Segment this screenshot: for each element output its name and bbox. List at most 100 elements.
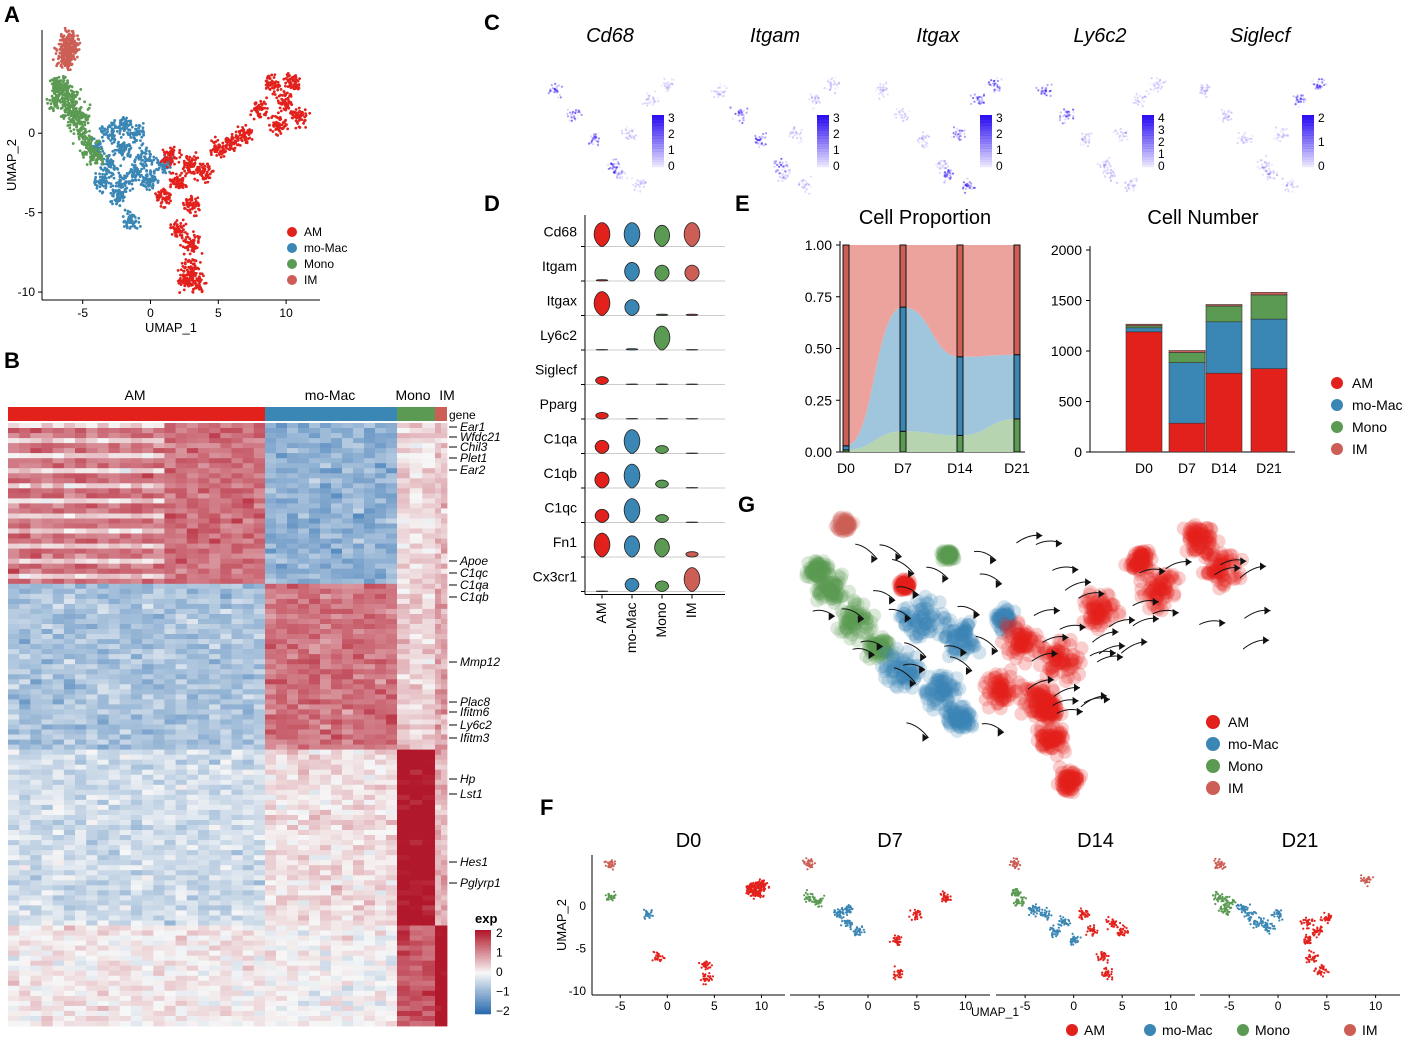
heatmap-cell [30, 508, 42, 514]
heatmap-cell [97, 538, 109, 544]
heatmap-cell [119, 614, 132, 620]
heatmap-cell [63, 684, 76, 690]
heatmap-cell [175, 493, 188, 499]
heatmap-cell [209, 523, 221, 529]
heatmap-cell [130, 558, 143, 565]
heatmap-cell [153, 473, 165, 479]
heatmap-cell [119, 578, 132, 585]
heatmap-cell [441, 513, 448, 519]
cell-point [181, 185, 184, 189]
cell-point [148, 149, 151, 153]
cell-point [105, 154, 108, 158]
heatmap-cell [276, 548, 288, 554]
heatmap-cell [8, 438, 20, 444]
cell-point [293, 84, 297, 88]
cell-point [137, 178, 141, 182]
cell-point [69, 129, 73, 133]
heatmap-cell [435, 583, 442, 590]
heatmap-cell [30, 593, 42, 600]
cell-point [93, 151, 97, 155]
cell-point [268, 87, 271, 91]
heatmap-cell [242, 669, 255, 675]
heatmap-cell [435, 503, 442, 509]
heatmap-cell [287, 523, 299, 529]
heatmap-cell [97, 629, 109, 635]
heatmap-cell [19, 448, 31, 454]
heatmap-cell [375, 568, 387, 575]
heatmap-cell [198, 513, 210, 519]
heatmap-cell [164, 689, 176, 695]
heatmap-cell [386, 694, 398, 700]
heatmap-cell [8, 654, 20, 660]
cell-point [170, 232, 174, 236]
cell-point [72, 57, 76, 60]
heatmap-cell [130, 528, 143, 534]
cell-point [77, 48, 81, 51]
heatmap-cell [265, 433, 277, 439]
cell-point [121, 196, 125, 200]
heatmap-cell [19, 619, 31, 625]
heatmap-cell [130, 649, 143, 655]
cell-point [179, 276, 182, 280]
heatmap-cell [198, 664, 210, 670]
heatmap-cell [119, 443, 132, 449]
cell-point [281, 121, 285, 124]
cell-point [70, 112, 73, 115]
heatmap-cell [409, 558, 423, 565]
heatmap-cell [242, 598, 255, 605]
panel-label-b: B [4, 348, 20, 373]
cell-point [118, 143, 121, 147]
cell-point [104, 186, 108, 190]
heatmap-cell [320, 624, 332, 630]
heatmap-cell [342, 624, 354, 630]
heatmap-cell [220, 674, 232, 680]
heatmap-cell [409, 488, 423, 494]
heatmap-cell [265, 543, 277, 549]
cell-point [133, 224, 136, 228]
heatmap-cell [253, 458, 266, 464]
heatmap-cell [231, 634, 244, 640]
heatmap-cell [97, 438, 109, 444]
cell-point [280, 123, 284, 127]
heatmap-cell [422, 528, 436, 534]
heatmap-cell [298, 634, 310, 640]
heatmap-cell [153, 614, 165, 620]
heatmap-cell [63, 588, 76, 595]
heatmap-cell [19, 679, 31, 685]
heatmap-cell [409, 498, 423, 504]
heatmap-cell [386, 438, 398, 444]
heatmap-cell [342, 448, 354, 454]
heatmap-cell [320, 578, 332, 585]
heatmap-cell [287, 513, 299, 519]
heatmap-cell [220, 503, 232, 509]
cell-point [70, 85, 74, 89]
heatmap-cell [441, 603, 448, 610]
heatmap-cell [63, 608, 76, 615]
heatmap-cell [397, 468, 411, 474]
heatmap-cell [409, 423, 423, 429]
heatmap-cell [19, 608, 31, 615]
heatmap-cell [153, 619, 165, 625]
heatmap-cell [52, 644, 65, 650]
heatmap-cell [8, 428, 20, 434]
cell-point [69, 49, 73, 53]
cell-point [70, 29, 74, 33]
heatmap-cell [422, 508, 436, 514]
heatmap-cell [86, 428, 98, 434]
heatmap-cell [8, 458, 20, 464]
heatmap-cell [153, 538, 165, 544]
cell-point [70, 45, 73, 49]
cell-point [293, 87, 297, 91]
heatmap-cell [153, 629, 165, 635]
heatmap-cell [164, 423, 176, 429]
heatmap-cell [386, 593, 398, 600]
heatmap-cell [209, 508, 221, 514]
heatmap-cell [397, 423, 411, 429]
cell-point [225, 136, 229, 140]
heatmap-cell [253, 543, 266, 549]
heatmap-cell [175, 543, 188, 549]
cell-point [128, 170, 132, 174]
heatmap-cell [441, 598, 448, 605]
heatmap-cell [175, 568, 188, 575]
heatmap-cell [231, 649, 244, 655]
